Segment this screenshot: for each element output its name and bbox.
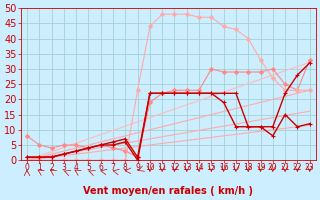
X-axis label: Vent moyen/en rafales ( km/h ): Vent moyen/en rafales ( km/h ) [83, 186, 253, 196]
